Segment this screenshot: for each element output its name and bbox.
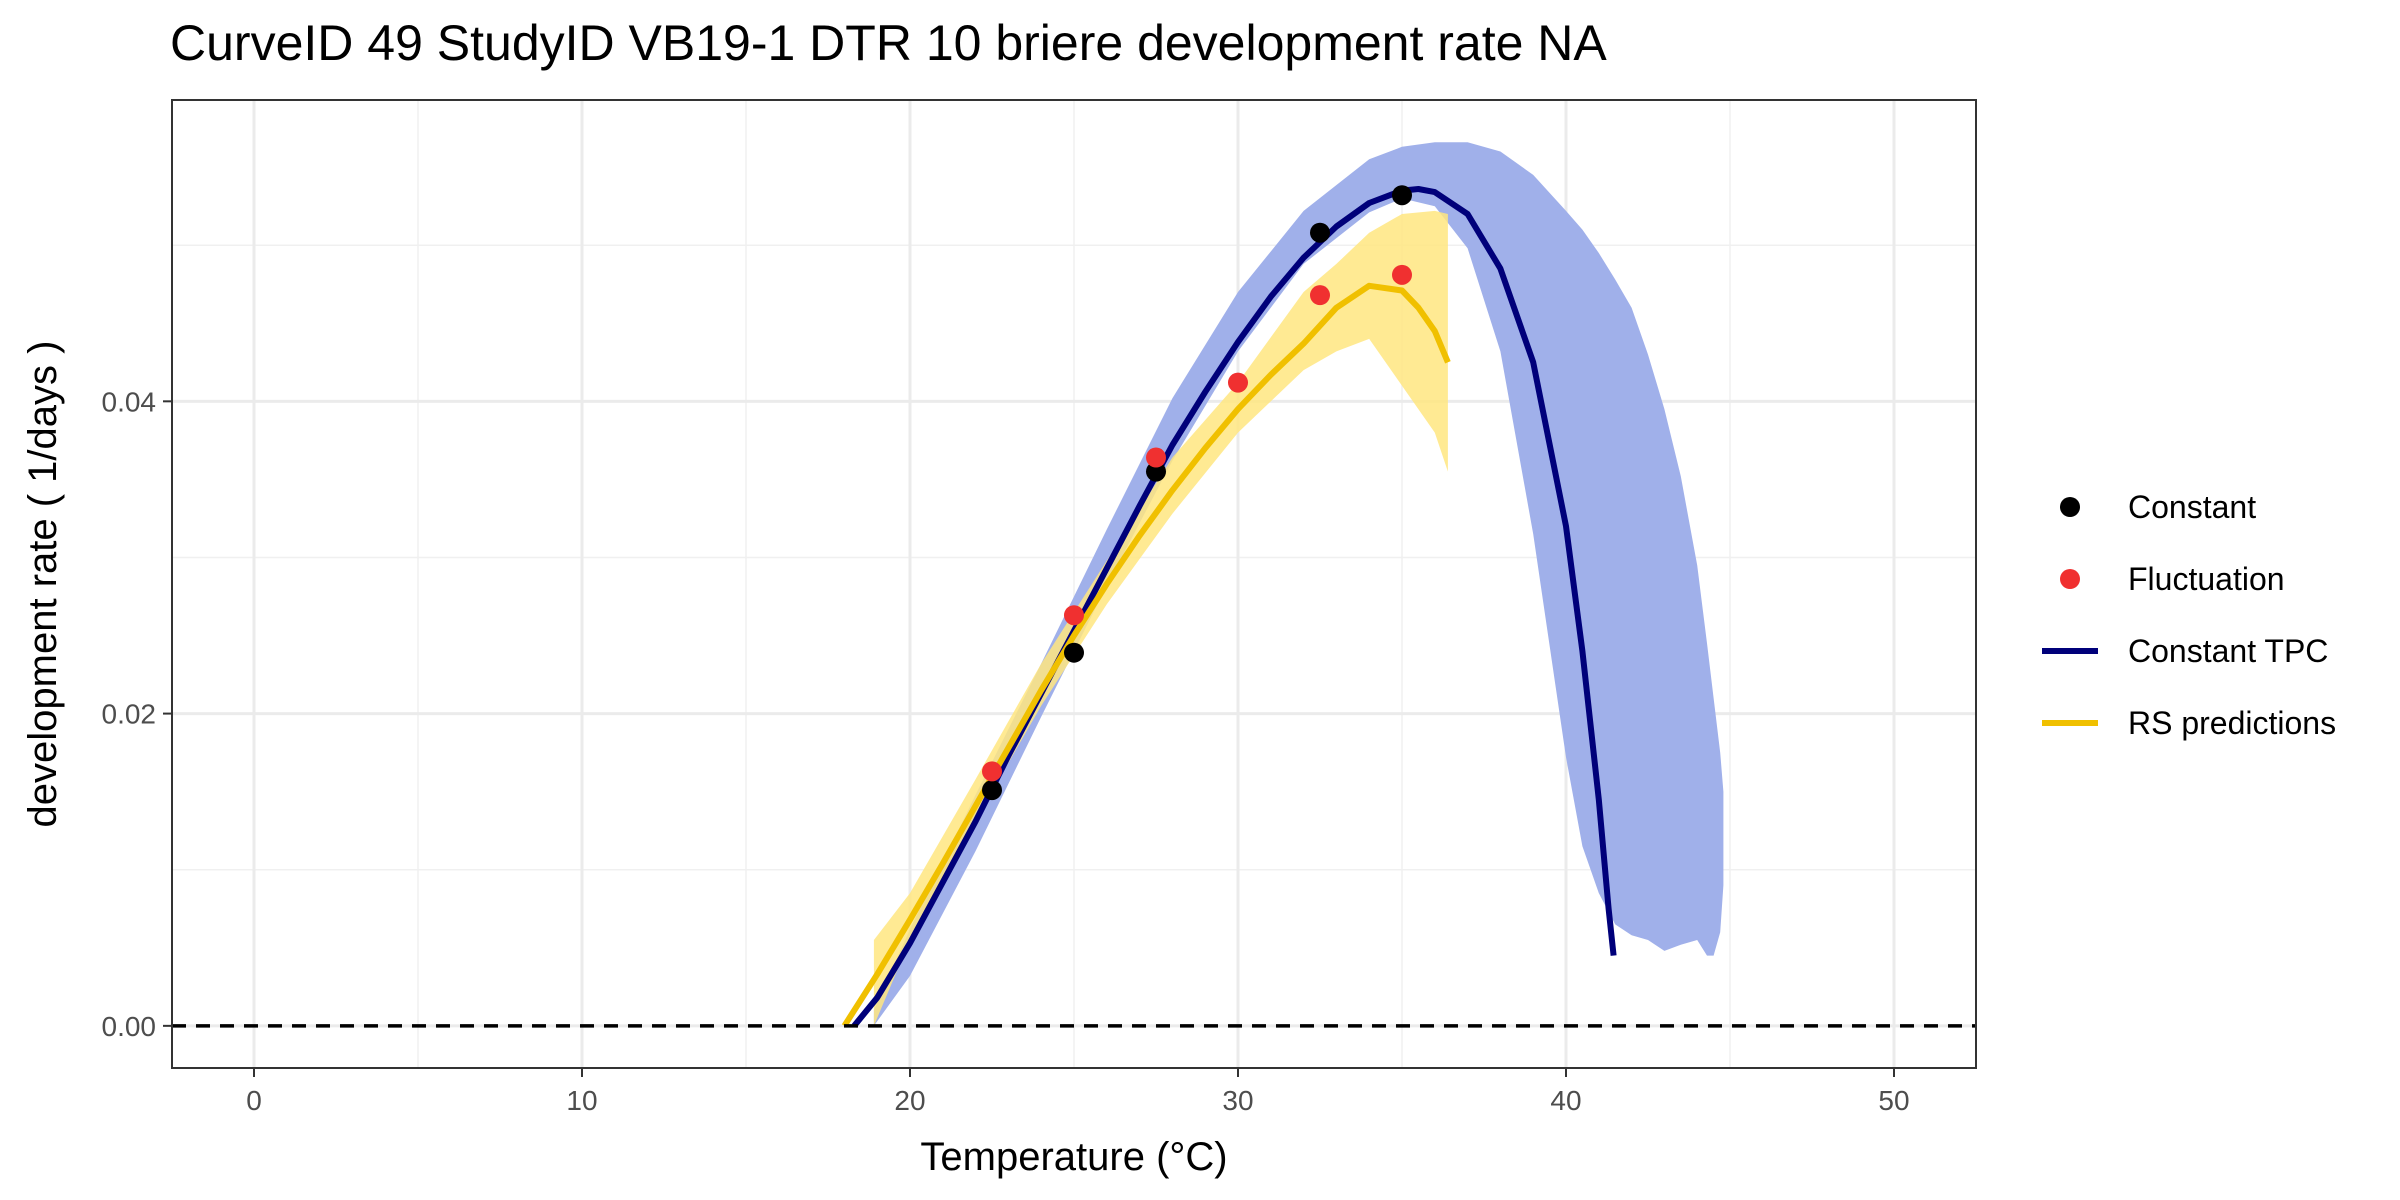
fluctuation-point bbox=[1228, 372, 1248, 393]
x-tick-label: 20 bbox=[894, 1085, 925, 1116]
x-tick-label: 10 bbox=[566, 1085, 597, 1116]
fluctuation-point bbox=[982, 761, 1002, 782]
chart-title: CurveID 49 StudyID VB19-1 DTR 10 briere … bbox=[170, 15, 1607, 71]
rs-predictions-band bbox=[873, 210, 1448, 1026]
constant-point bbox=[1392, 185, 1412, 206]
fluctuation-point bbox=[1392, 264, 1412, 285]
y-axis: 0.00 0.02 0.04 bbox=[102, 386, 172, 1042]
plot-border bbox=[171, 99, 1977, 1069]
constant-point bbox=[1310, 222, 1330, 243]
legend: Constant Fluctuation Constant TPC RS predic… bbox=[2042, 489, 2336, 741]
y-tick-label: 0.00 bbox=[102, 1011, 157, 1042]
x-axis-title: Temperature (°C) bbox=[920, 1135, 1227, 1179]
legend-label: Constant TPC bbox=[2128, 633, 2328, 669]
constant-point bbox=[982, 780, 1002, 801]
legend-key-point bbox=[2060, 497, 2080, 517]
x-tick-label: 40 bbox=[1550, 1085, 1581, 1116]
constant-tpc-band bbox=[873, 142, 1724, 1026]
x-tick-label: 0 bbox=[246, 1085, 262, 1116]
constant-point bbox=[1064, 642, 1084, 663]
y-tick-label: 0.04 bbox=[102, 386, 157, 417]
x-tick-label: 50 bbox=[1878, 1085, 1909, 1116]
legend-key-point bbox=[2060, 569, 2080, 589]
y-axis-title: development rate ( 1/days ) bbox=[21, 341, 65, 828]
x-axis: 0 10 20 30 40 50 bbox=[246, 1068, 1910, 1116]
confidence-bands bbox=[873, 142, 1724, 1026]
data-points bbox=[982, 185, 1412, 801]
legend-label: RS predictions bbox=[2128, 705, 2336, 741]
x-tick-label: 30 bbox=[1222, 1085, 1253, 1116]
constant-point bbox=[1146, 461, 1166, 482]
y-tick-label: 0.02 bbox=[102, 699, 157, 730]
legend-label: Fluctuation bbox=[2128, 561, 2285, 597]
fluctuation-point bbox=[1310, 285, 1330, 306]
fluctuation-point bbox=[1146, 447, 1166, 468]
fluctuation-point bbox=[1064, 605, 1084, 626]
legend-label: Constant bbox=[2128, 489, 2256, 525]
rs-predictions-line bbox=[841, 282, 1451, 1028]
plot-area bbox=[171, 99, 1977, 1069]
